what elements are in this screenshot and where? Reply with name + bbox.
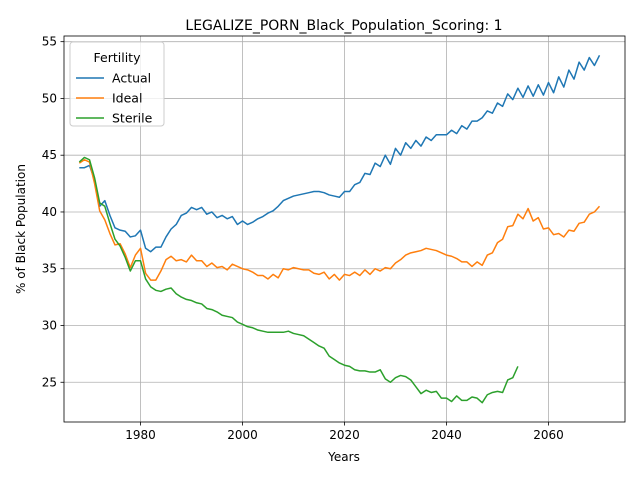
legend-label-sterile: Sterile xyxy=(112,111,153,126)
grid-lines xyxy=(64,36,625,422)
series-line-actual xyxy=(79,54,601,253)
legend-title: Fertility xyxy=(94,50,142,65)
x-tick-label: 2060 xyxy=(533,428,564,442)
y-axis-ticks: 25 30 35 40 45 50 55 xyxy=(42,35,64,389)
y-tick-label: 55 xyxy=(42,35,57,49)
chart-title: LEGALIZE_PORN_Black_Population_Scoring: … xyxy=(185,18,502,34)
x-tick-label: 2040 xyxy=(431,428,462,442)
x-tick-label: 1980 xyxy=(125,428,156,442)
legend-box xyxy=(69,41,165,127)
x-tick-label: 2000 xyxy=(227,428,258,442)
series-line-ideal xyxy=(78,159,601,281)
y-tick-label: 40 xyxy=(42,205,57,219)
legend-label-ideal: Ideal xyxy=(112,91,142,106)
series-line-sterile xyxy=(78,156,519,404)
legend-label-actual: Actual xyxy=(112,71,151,86)
y-tick-label: 45 xyxy=(42,148,57,162)
y-tick-label: 50 xyxy=(42,91,57,105)
y-tick-label: 25 xyxy=(42,375,57,389)
x-axis-ticks: 1980 2000 2020 2040 2060 xyxy=(125,422,564,442)
x-axis-label: Years xyxy=(327,450,360,464)
legend: Fertility Actual Ideal Sterile xyxy=(69,41,165,127)
series-lines xyxy=(78,54,601,404)
y-tick-label: 30 xyxy=(42,319,57,333)
x-tick-label: 2020 xyxy=(329,428,360,442)
y-tick-label: 35 xyxy=(42,262,57,276)
y-axis-label: % of Black Population xyxy=(14,164,28,294)
